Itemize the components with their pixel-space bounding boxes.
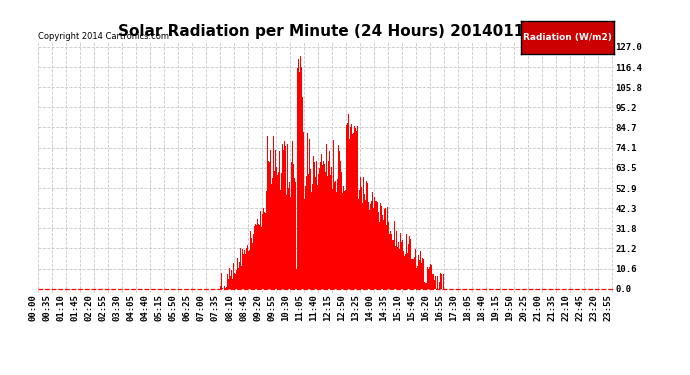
Text: Radiation (W/m2): Radiation (W/m2): [523, 33, 612, 42]
Text: Copyright 2014 Cartronics.com: Copyright 2014 Cartronics.com: [38, 32, 169, 41]
Title: Solar Radiation per Minute (24 Hours) 20140114: Solar Radiation per Minute (24 Hours) 20…: [117, 24, 535, 39]
